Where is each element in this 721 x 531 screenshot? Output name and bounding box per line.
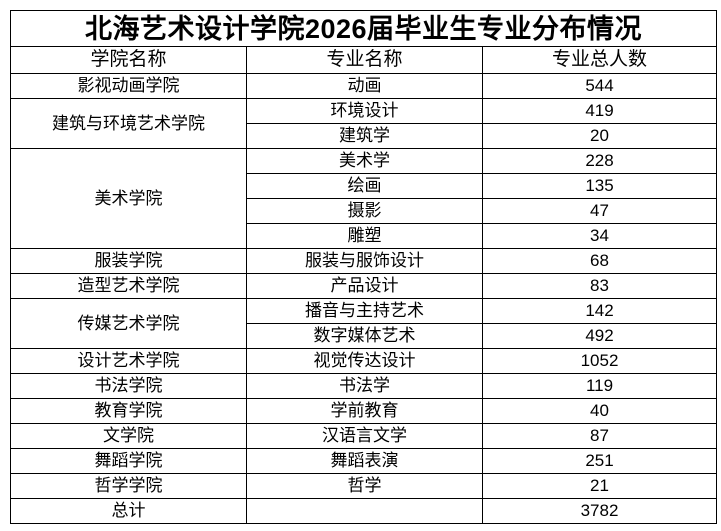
major-name: 汉语言文学 — [246, 423, 483, 449]
major-count: 20 — [482, 123, 717, 149]
major-count: 492 — [482, 323, 717, 349]
major-name: 书法学 — [246, 373, 483, 399]
table-title: 北海艺术设计学院2026届毕业生专业分布情况 — [10, 10, 717, 47]
major-name: 舞蹈表演 — [246, 448, 483, 474]
college-name: 文学院 — [10, 423, 247, 449]
table-row: 设计艺术学院 视觉传达设计 1052 — [10, 348, 717, 374]
major-name: 摄影 — [246, 198, 483, 224]
major-count: 419 — [482, 98, 717, 124]
table-row: 摄影 47 — [11, 198, 717, 224]
college-name: 建筑与环境艺术学院 — [10, 98, 247, 149]
college-name: 传媒艺术学院 — [10, 298, 247, 349]
major-name: 学前教育 — [246, 398, 483, 424]
college-name: 舞蹈学院 — [10, 448, 247, 474]
table-row: 服装学院 服装与服饰设计 68 — [10, 248, 717, 274]
major-name: 数字媒体艺术 — [246, 323, 483, 349]
major-name: 雕塑 — [246, 223, 483, 249]
table-row: 数字媒体艺术 492 — [11, 323, 717, 349]
major-count: 142 — [482, 298, 717, 324]
table-row: 建筑学 20 — [11, 123, 717, 149]
college-name: 书法学院 — [10, 373, 247, 399]
table-row: 文学院 汉语言文学 87 — [10, 423, 717, 449]
total-count: 3782 — [482, 498, 717, 524]
college-name: 影视动画学院 — [10, 73, 247, 99]
table-row: 传媒艺术学院 播音与主持艺术 142 — [10, 298, 717, 349]
table-row: 绘画 135 — [11, 173, 717, 199]
major-count: 68 — [482, 248, 717, 274]
table-row: 美术学院 美术学 228 — [10, 148, 717, 249]
major-name: 播音与主持艺术 — [246, 298, 483, 324]
major-name: 哲学 — [246, 473, 483, 499]
major-count: 119 — [482, 373, 717, 399]
major-count: 83 — [482, 273, 717, 299]
major-name: 视觉传达设计 — [246, 348, 483, 374]
table-row: 哲学学院 哲学 21 — [10, 473, 717, 499]
total-label: 总计 — [10, 498, 247, 524]
college-name: 造型艺术学院 — [10, 273, 247, 299]
major-count: 228 — [482, 148, 717, 174]
major-name: 建筑学 — [246, 123, 483, 149]
header-major: 专业名称 — [246, 46, 483, 74]
major-name: 动画 — [246, 73, 483, 99]
total-row: 总计 3782 — [10, 498, 717, 524]
major-count: 251 — [482, 448, 717, 474]
header-count: 专业总人数 — [482, 46, 717, 74]
table-row: 书法学院 书法学 119 — [10, 373, 717, 399]
major-count: 135 — [482, 173, 717, 199]
major-count: 21 — [482, 473, 717, 499]
college-name: 哲学学院 — [10, 473, 247, 499]
major-name: 绘画 — [246, 173, 483, 199]
major-count: 87 — [482, 423, 717, 449]
header-college: 学院名称 — [10, 46, 247, 74]
major-count: 40 — [482, 398, 717, 424]
table-row: 建筑与环境艺术学院 环境设计 419 — [10, 98, 717, 149]
table-row: 造型艺术学院 产品设计 83 — [10, 273, 717, 299]
college-name: 教育学院 — [10, 398, 247, 424]
major-count: 1052 — [482, 348, 717, 374]
major-name: 环境设计 — [246, 98, 483, 124]
table-row: 教育学院 学前教育 40 — [10, 398, 717, 424]
major-name: 美术学 — [246, 148, 483, 174]
table-row: 舞蹈学院 舞蹈表演 251 — [10, 448, 717, 474]
major-count: 47 — [482, 198, 717, 224]
college-name: 服装学院 — [10, 248, 247, 274]
major-count: 544 — [482, 73, 717, 99]
college-name: 美术学院 — [10, 148, 247, 249]
major-name: 服装与服饰设计 — [246, 248, 483, 274]
table-row: 影视动画学院 动画 544 — [10, 73, 717, 99]
table-row: 雕塑 34 — [11, 223, 717, 249]
total-major — [246, 498, 483, 524]
major-count: 34 — [482, 223, 717, 249]
major-name: 产品设计 — [246, 273, 483, 299]
graduate-distribution-table: 北海艺术设计学院2026届毕业生专业分布情况 学院名称 专业名称 专业总人数 影… — [10, 10, 717, 524]
college-name: 设计艺术学院 — [10, 348, 247, 374]
